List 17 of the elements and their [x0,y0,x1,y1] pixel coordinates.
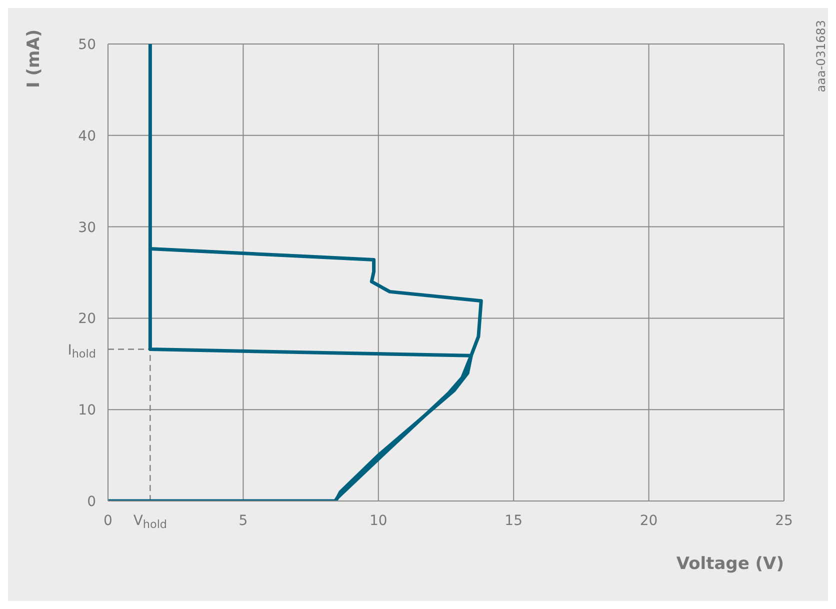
y-tick-label: 0 [87,494,96,510]
y-tick-label: 10 [78,402,96,419]
y-tick-label: 40 [78,128,96,144]
x-tick-label: 25 [775,513,793,529]
y-tick-label: 30 [78,220,96,236]
x-tick-label: 20 [640,513,658,529]
y-tick-label: 20 [78,311,96,328]
x-tick-label: 5 [238,513,248,529]
y-axis-title: I (mA) [24,29,44,88]
x-tick-label: 15 [504,513,523,529]
x-tick-label: 10 [369,513,388,529]
x-tick-label: 0 [104,513,112,529]
x-axis-title: Voltage (V) [676,554,784,574]
y-tick-label: I$_{hold}$ [68,342,96,360]
x-tick-label: V$_{hold}$ [133,513,168,531]
text: aaa-031683 [814,20,828,92]
y-tick-label: 50 [78,37,96,53]
